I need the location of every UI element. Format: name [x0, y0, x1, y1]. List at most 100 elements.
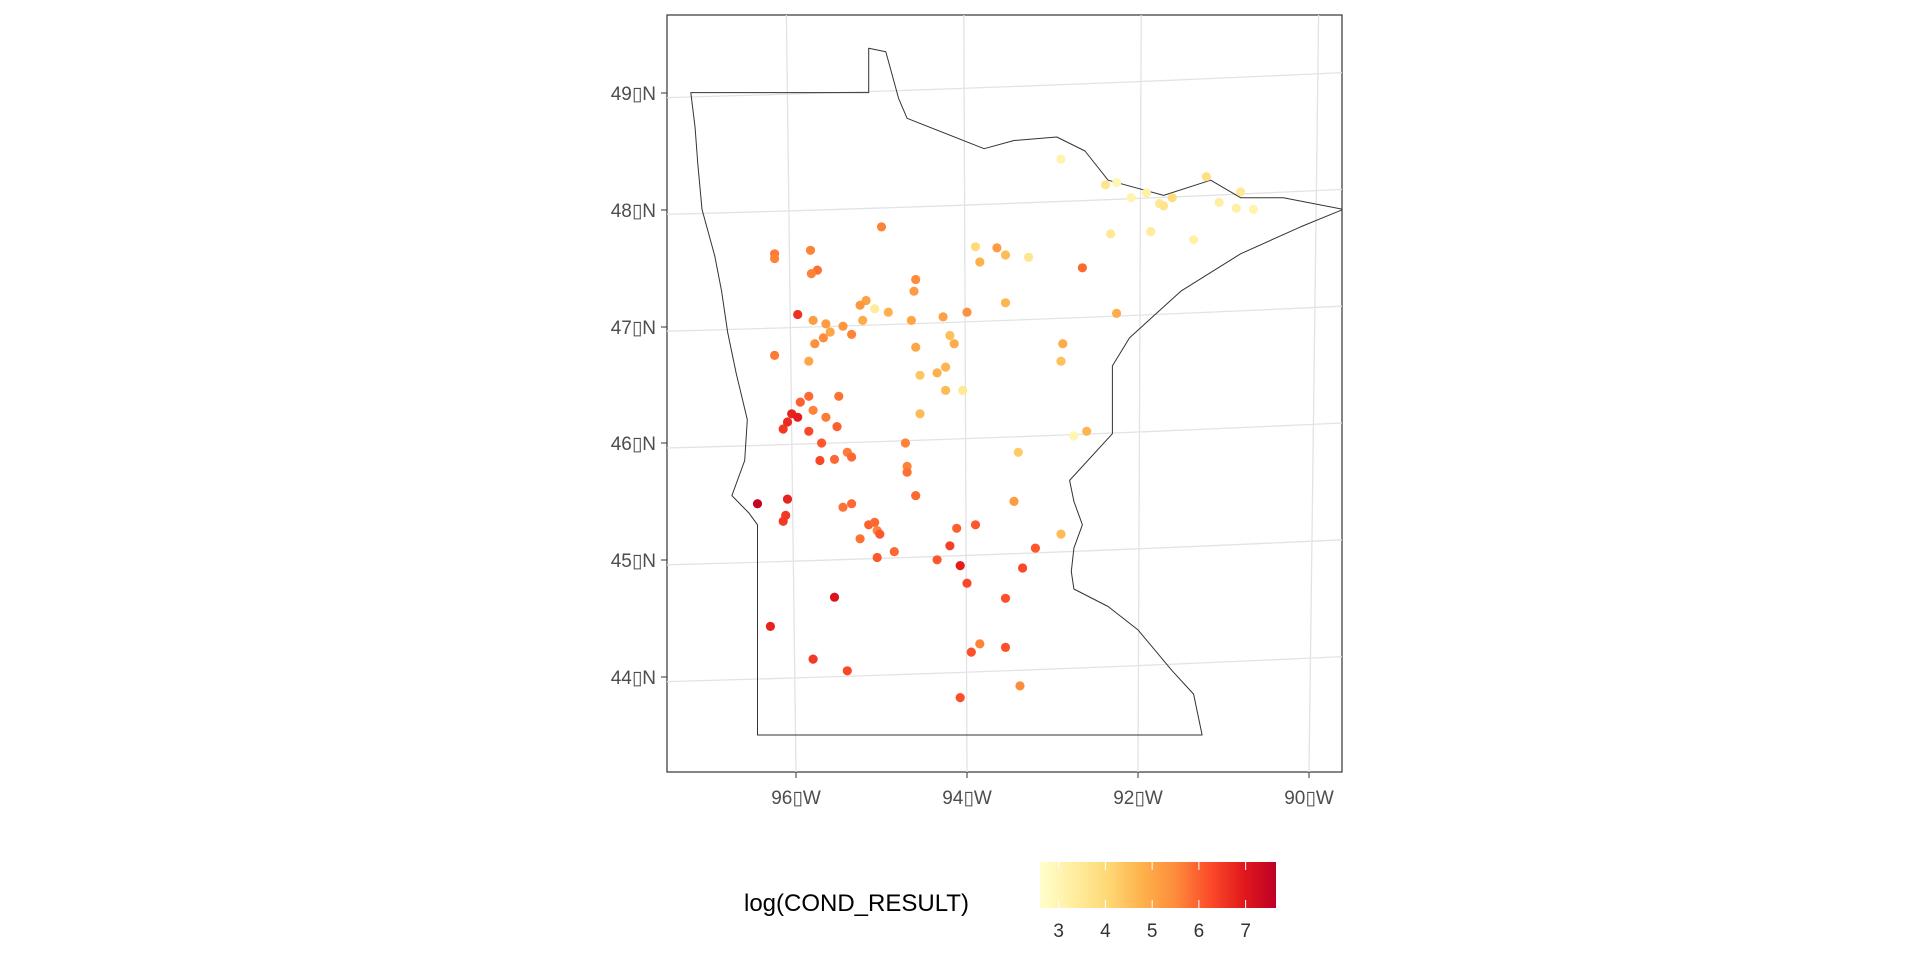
site-point [911, 491, 921, 501]
site-point [945, 541, 955, 551]
parallel-line [667, 422, 1342, 449]
site-point [958, 385, 968, 395]
site-point [847, 499, 857, 509]
site-point [955, 561, 965, 571]
site-point [962, 307, 972, 317]
site-point [955, 693, 965, 703]
x-tick-label: 92▯W [1113, 788, 1163, 809]
y-tick-label: 48▯N [611, 201, 656, 222]
parallel-line [667, 188, 1342, 216]
site-point [1000, 298, 1011, 308]
site-point [952, 523, 962, 533]
site-point [805, 245, 816, 255]
site-point [906, 315, 917, 325]
site-point [1126, 193, 1136, 203]
site-point [770, 253, 780, 264]
site-point [847, 329, 857, 339]
site-point [1000, 642, 1011, 653]
legend-tick-label: 7 [1240, 921, 1251, 942]
site-point [962, 578, 972, 588]
site-point [1082, 426, 1092, 436]
site-point [932, 555, 942, 565]
site-point [778, 424, 788, 434]
site-point [834, 391, 844, 401]
site-point [1069, 431, 1079, 441]
site-point [992, 243, 1002, 253]
site-point [1058, 339, 1068, 349]
site-point [829, 592, 840, 602]
legend-ticks: 3 4 5 6 7 [1053, 862, 1251, 942]
site-point [970, 242, 981, 252]
site-point [817, 438, 827, 448]
site-point [1167, 193, 1177, 203]
site-point [808, 405, 818, 415]
site-point [915, 409, 925, 419]
site-point [818, 333, 829, 343]
graticule-lines [667, 15, 1342, 772]
site-point [1189, 235, 1199, 245]
site-point [821, 319, 831, 329]
site-point [1018, 563, 1028, 573]
site-point [804, 426, 814, 436]
site-point [1009, 496, 1019, 506]
y-tick-label: 49▯N [611, 84, 656, 105]
site-point [966, 647, 976, 657]
meridian-line [785, 15, 797, 772]
legend-colorbar [1040, 862, 1276, 908]
map-panel [666, 14, 1343, 773]
site-point [1100, 180, 1111, 190]
site-point [1000, 250, 1011, 260]
site-point [911, 342, 921, 352]
site-point [855, 300, 865, 310]
site-point [1000, 593, 1011, 603]
site-point [911, 274, 921, 285]
meridian-line [1308, 15, 1320, 772]
legend-tick-label: 4 [1100, 921, 1111, 942]
site-point [752, 499, 763, 509]
site-point [1106, 229, 1116, 239]
site-point [765, 621, 776, 632]
x-axis: 96▯W 94▯W 92▯W 90▯W [771, 772, 1334, 809]
legend-tick-label: 5 [1147, 921, 1158, 942]
x-tick-label: 94▯W [942, 788, 992, 809]
site-point [821, 412, 831, 422]
site-point [938, 312, 948, 322]
site-point [825, 327, 835, 337]
site-point [870, 517, 880, 528]
site-point [778, 516, 788, 526]
site-point [1056, 356, 1066, 366]
site-point [838, 321, 848, 331]
site-point [941, 385, 951, 395]
parallel-line [667, 305, 1342, 332]
site-point [870, 304, 880, 314]
site-point [1231, 203, 1241, 213]
site-point [883, 307, 893, 317]
site-point [858, 315, 868, 325]
site-point [945, 330, 955, 341]
y-tick-label: 46▯N [611, 434, 656, 455]
parallel-line [667, 655, 1342, 683]
site-point [1056, 529, 1066, 539]
x-tick-label: 96▯W [771, 788, 821, 809]
site-point [1146, 227, 1156, 237]
site-point [902, 467, 912, 477]
site-point [782, 417, 793, 427]
state-boundary [690, 47, 1342, 736]
site-point [970, 520, 981, 530]
site-point [793, 309, 803, 320]
site-point [838, 502, 848, 512]
site-point [855, 534, 865, 544]
site-point [1077, 263, 1087, 273]
site-point [829, 454, 840, 464]
y-tick-label: 45▯N [611, 551, 656, 572]
meridian-line [1137, 15, 1142, 772]
site-point [832, 422, 842, 432]
site-point [875, 529, 885, 539]
site-point [1112, 308, 1122, 318]
site-point [1141, 188, 1152, 198]
site-point [1236, 187, 1246, 197]
site-point [949, 339, 959, 349]
site-point [806, 269, 817, 279]
color-legend: log(COND_RESULT) 3 4 5 6 7 [744, 862, 1276, 942]
